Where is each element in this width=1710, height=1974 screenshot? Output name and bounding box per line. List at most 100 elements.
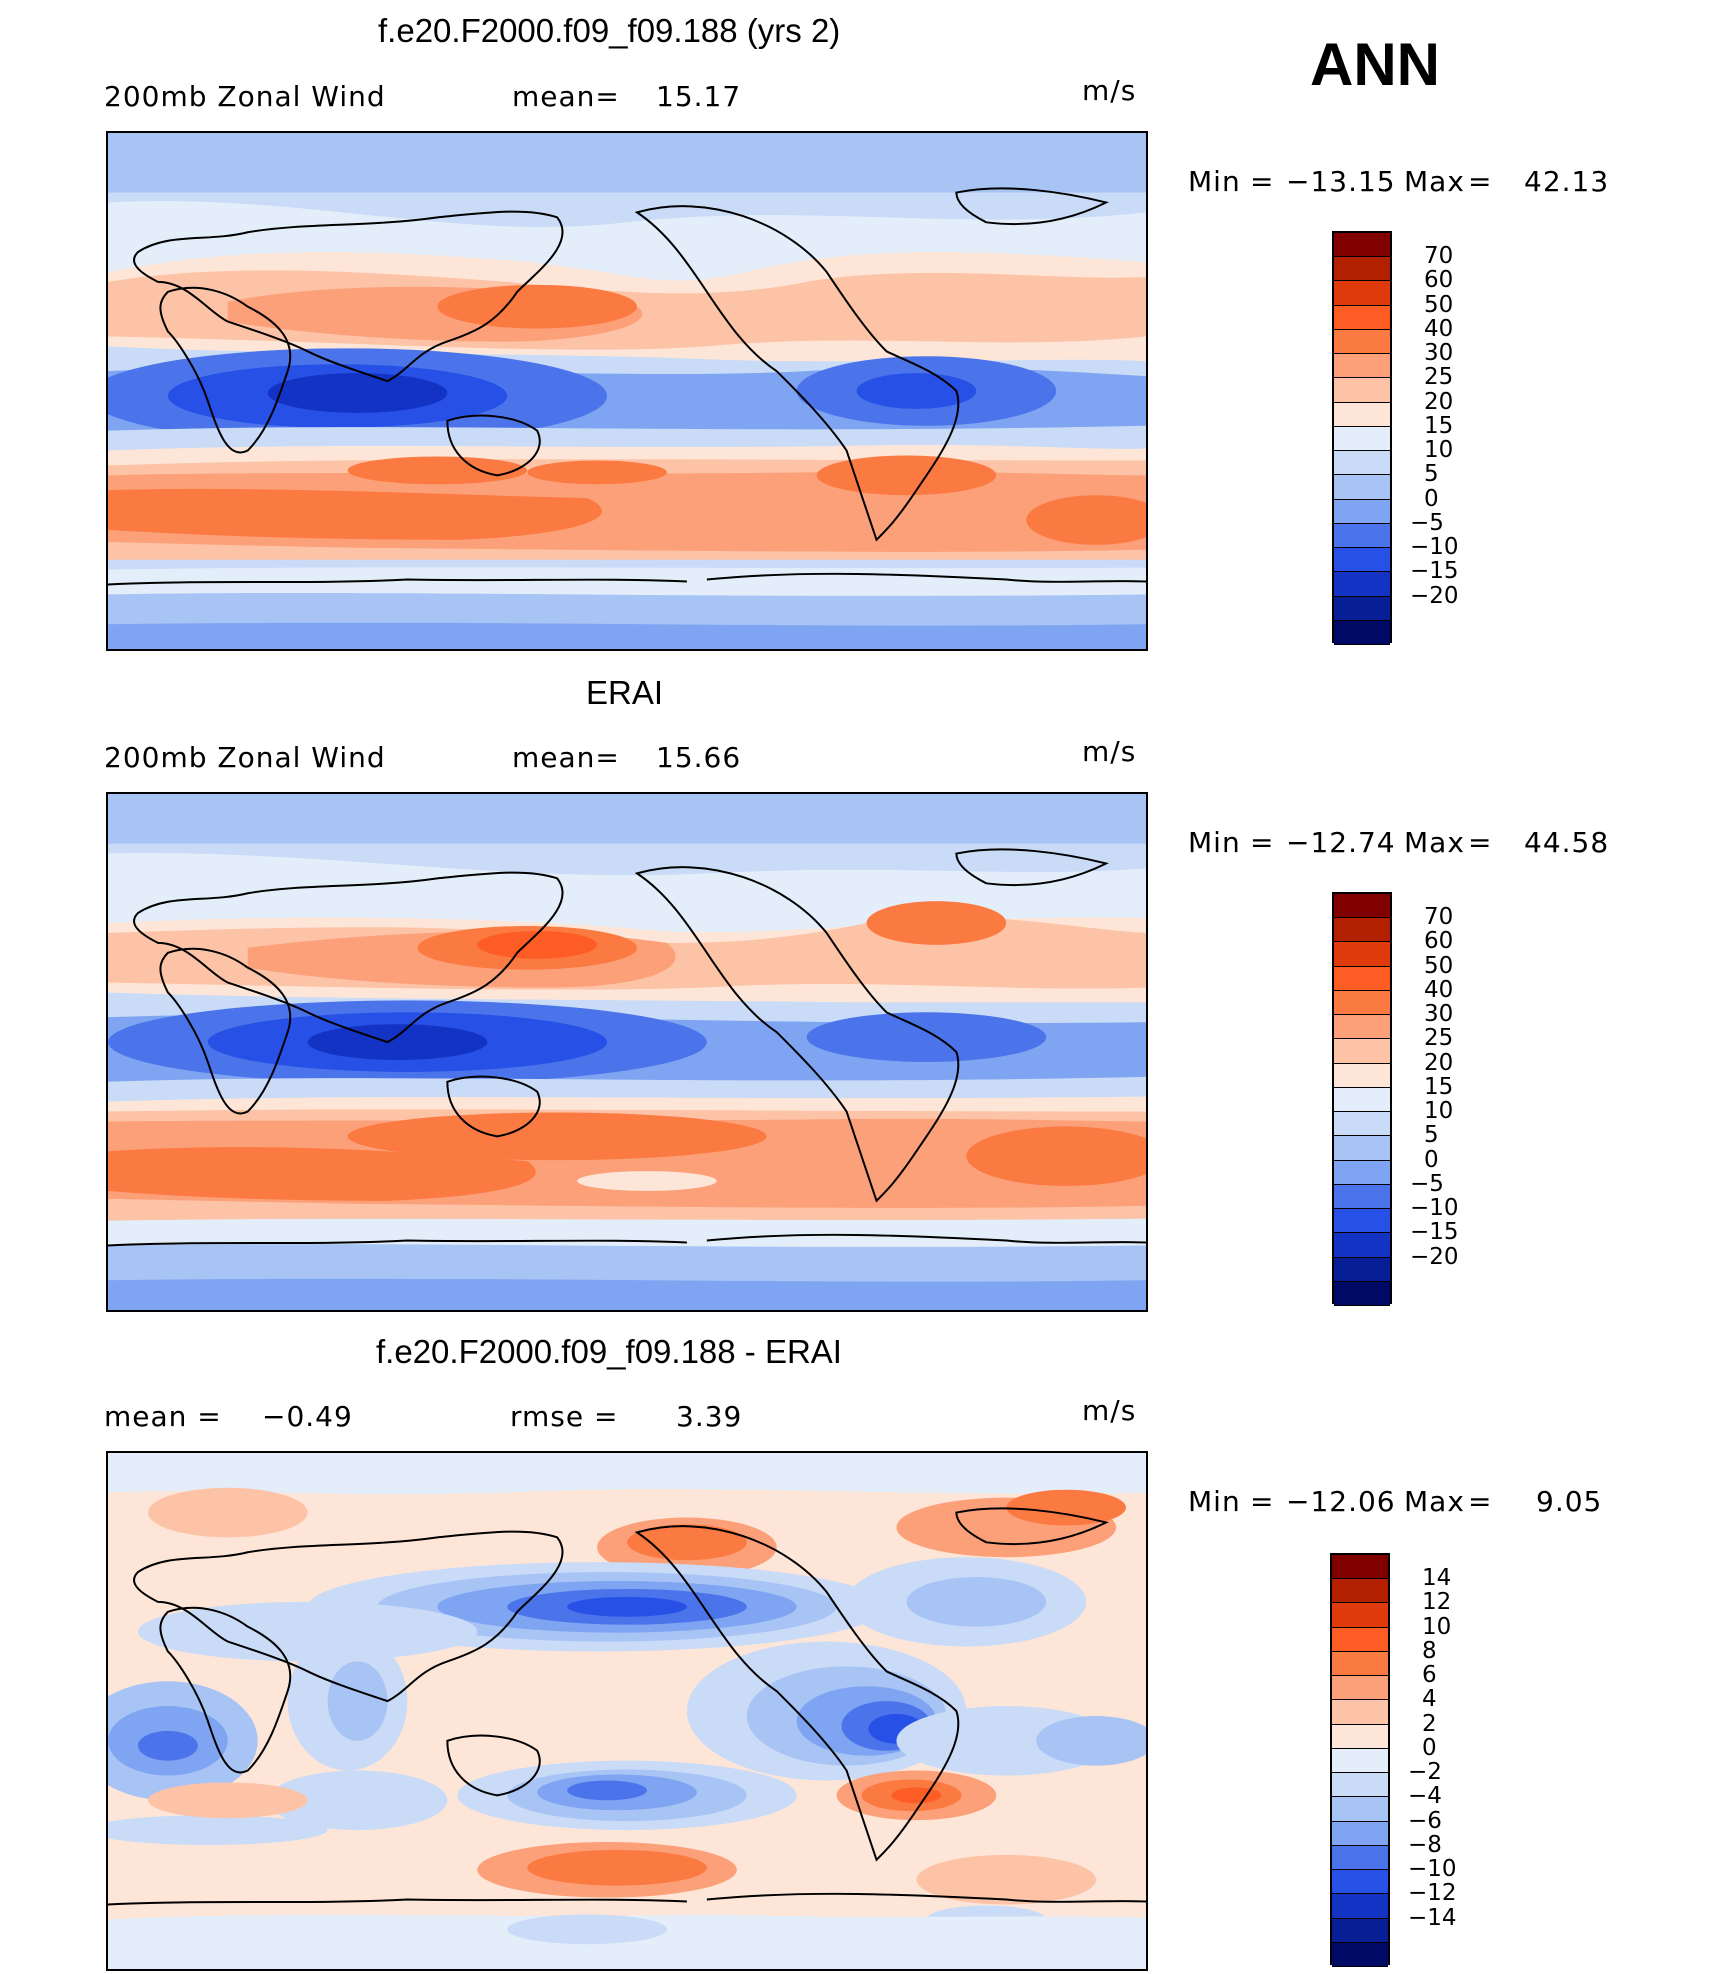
panel3-map (106, 1451, 1148, 1971)
colorbar-swatch (1334, 475, 1390, 500)
colorbar-swatch (1334, 523, 1390, 549)
colorbar-swatch (1334, 1087, 1390, 1113)
panel2-units: m/s (1082, 735, 1137, 768)
colorbar-tick-label: 6 (1422, 1662, 1437, 1689)
colorbar-swatch (1334, 329, 1390, 355)
colorbar-swatch (1334, 1039, 1390, 1064)
colorbar-tick-label: 40 (1424, 315, 1454, 342)
colorbar-swatch (1334, 572, 1390, 597)
panel1-eq2: = (1468, 165, 1493, 198)
colorbar-swatch (1334, 426, 1390, 452)
panel3-rmse-label: rmse = (510, 1400, 619, 1433)
colorbar-swatch (1332, 1579, 1388, 1604)
colorbar-swatch (1334, 548, 1390, 573)
colorbar-tick-label: 5 (1424, 1122, 1439, 1149)
colorbar-tick-label: 20 (1424, 1049, 1454, 1076)
season-label: ANN (1310, 31, 1440, 98)
colorbar-tick-label: 4 (1422, 1686, 1437, 1713)
colorbar-swatch (1332, 1748, 1388, 1774)
colorbar-tick-label: 25 (1424, 364, 1454, 391)
panel2-min-value: −12.74 (1286, 826, 1396, 859)
panel3-eq2: = (1468, 1485, 1493, 1518)
colorbar-swatch (1334, 1281, 1390, 1306)
colorbar-tick-label: −20 (1410, 1243, 1459, 1270)
colorbar-swatch (1334, 966, 1390, 991)
colorbar-swatch (1334, 378, 1390, 403)
panel2-eq1: = (1250, 826, 1275, 859)
panel2-map (106, 792, 1148, 1312)
colorbar-swatch (1334, 1015, 1390, 1040)
colorbar-tick-label: −2 (1408, 1759, 1442, 1786)
panel3-min-value: −12.06 (1286, 1485, 1396, 1518)
panel3-contour-field (108, 1453, 1146, 1969)
colorbar-swatch (1334, 596, 1390, 621)
colorbar-swatch (1332, 1870, 1388, 1895)
panel3-mean-value: −0.49 (262, 1400, 353, 1433)
panel1-map (106, 131, 1148, 651)
colorbar-swatch (1332, 1555, 1388, 1580)
colorbar-tick-label: 70 (1424, 904, 1454, 931)
panel2-colorbar (1332, 892, 1392, 1306)
colorbar-tick-label: 60 (1424, 267, 1454, 294)
colorbar-swatch (1334, 1257, 1390, 1282)
panel1-eq1: = (1250, 165, 1275, 198)
colorbar-swatch (1332, 1627, 1388, 1652)
colorbar-swatch (1334, 1233, 1390, 1258)
colorbar-tick-label: 10 (1424, 1098, 1454, 1125)
colorbar-tick-label: 15 (1424, 412, 1454, 439)
colorbar-tick-label: 30 (1424, 340, 1454, 367)
panel1-max-value: 42.13 (1524, 165, 1610, 198)
panel1-mean-value: 15.17 (656, 80, 742, 113)
colorbar-swatch (1334, 620, 1390, 645)
panel1-contour-field (108, 133, 1146, 649)
colorbar-swatch (1332, 1676, 1388, 1701)
colorbar-swatch (1332, 1894, 1388, 1919)
colorbar-swatch (1332, 1773, 1388, 1798)
colorbar-tick-label: −20 (1410, 582, 1459, 609)
colorbar-swatch (1332, 1797, 1388, 1822)
colorbar-tick-label: 40 (1424, 976, 1454, 1003)
panel1-title: f.e20.F2000.f09_f09.188 (yrs 2) (378, 12, 841, 49)
colorbar-tick-label: −12 (1408, 1880, 1457, 1907)
colorbar-tick-label: 60 (1424, 928, 1454, 955)
colorbar-tick-label: 20 (1424, 388, 1454, 415)
colorbar-swatch (1334, 1136, 1390, 1161)
colorbar-tick-label: 0 (1424, 1146, 1439, 1173)
colorbar-tick-label: 0 (1424, 485, 1439, 512)
panel3-units: m/s (1082, 1394, 1137, 1427)
panel1-max-label: Max (1404, 165, 1465, 198)
colorbar-tick-label: 50 (1424, 291, 1454, 318)
colorbar-tick-label: −4 (1408, 1783, 1442, 1810)
colorbar-swatch (1334, 1112, 1390, 1137)
colorbar-tick-label: 25 (1424, 1025, 1454, 1052)
panel2-mean-label: mean= (512, 741, 620, 774)
colorbar-swatch (1334, 1063, 1390, 1088)
panel3-min-label: Min (1188, 1485, 1241, 1518)
colorbar-tick-label: 12 (1422, 1589, 1452, 1616)
colorbar-tick-label: −8 (1408, 1831, 1442, 1858)
colorbar-swatch (1332, 1651, 1388, 1677)
colorbar-swatch (1334, 305, 1390, 330)
colorbar-tick-label: −14 (1408, 1904, 1457, 1931)
colorbar-swatch (1332, 1918, 1388, 1943)
colorbar-tick-label: 50 (1424, 952, 1454, 979)
panel3-mean-label: mean = (104, 1400, 222, 1433)
panel1-min-label: Min (1188, 165, 1241, 198)
colorbar-tick-label: 10 (1424, 437, 1454, 464)
colorbar-swatch (1334, 1160, 1390, 1185)
colorbar-swatch (1334, 499, 1390, 524)
panel3-title: f.e20.F2000.f09_f09.188 - ERAI (376, 1333, 842, 1370)
panel1-mean-label: mean= (512, 80, 620, 113)
panel2-max-label: Max (1404, 826, 1465, 859)
colorbar-tick-label: −6 (1408, 1807, 1442, 1834)
colorbar-swatch (1334, 281, 1390, 306)
colorbar-tick-label: 70 (1424, 243, 1454, 270)
colorbar-swatch (1334, 451, 1390, 476)
colorbar-tick-label: 14 (1422, 1565, 1452, 1592)
colorbar-tick-label: −10 (1410, 534, 1459, 561)
colorbar-swatch (1332, 1942, 1388, 1967)
colorbar-tick-label: 8 (1422, 1637, 1437, 1664)
colorbar-tick-label: 5 (1424, 461, 1439, 488)
colorbar-swatch (1332, 1700, 1388, 1725)
colorbar-swatch (1334, 402, 1390, 427)
